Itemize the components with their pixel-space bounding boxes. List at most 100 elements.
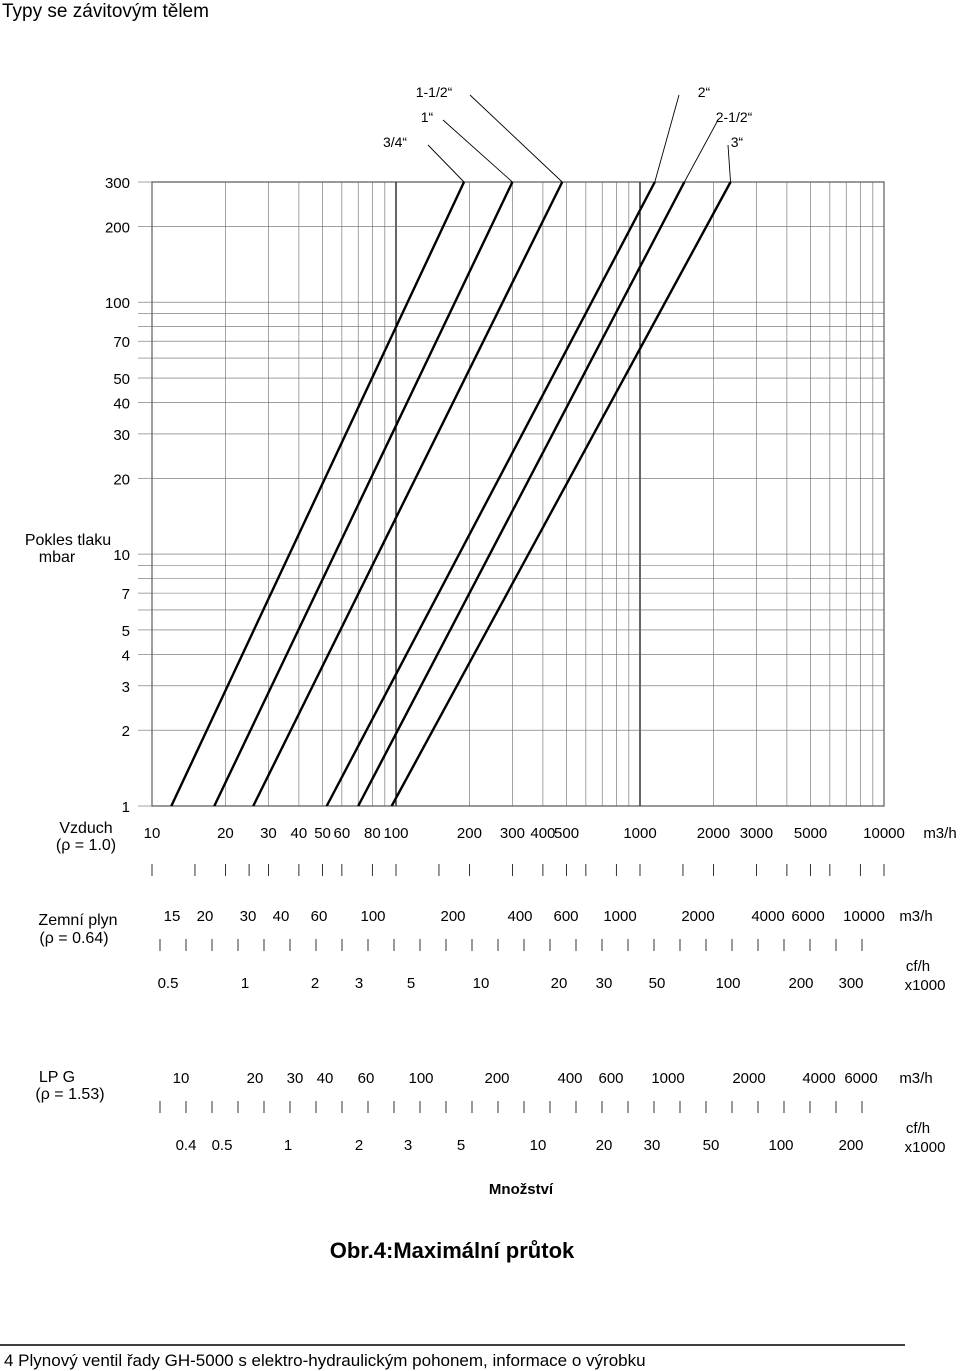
cfh-tick-label: 200 [838, 1137, 863, 1154]
y-axis-label-line-1: Pokles tlaku [25, 532, 111, 549]
x-tick-label: 5000 [794, 825, 827, 842]
y-tick-label: 7 [122, 586, 130, 603]
y-tick-label: 4 [122, 647, 130, 664]
lpg-scale: 10 20 30 40 60 100 200 400 600 1000 2000 4000 6000 m3… [159, 1070, 946, 1156]
x-tick-label: 1000 [623, 825, 656, 842]
cfh-unit-line-2: x1000 [905, 1139, 946, 1156]
m3h-tick-label: 2000 [681, 908, 714, 925]
cfh-tick-label: 50 [649, 975, 666, 992]
m3h-tick-label: 4000 [802, 1070, 835, 1087]
series-line-2 [213, 181, 514, 807]
natural-gas-scale: 15 20 30 40 60 100 200 400 600 1000 2000 4000 6000 10… [158, 908, 946, 994]
y-tick-label: 50 [113, 371, 130, 388]
m3h-tick-label: 1000 [651, 1070, 684, 1087]
series-label-leaders: 3/4“ 1“ 1-1/2“ 2“ 2-1/2“ 3“ [383, 84, 753, 183]
m3h-tick-label: 60 [358, 1070, 375, 1087]
cfh-unit-line-1: cf/h [906, 1120, 930, 1137]
y-tick-labels: 300 200 100 70 50 40 30 20 10 7 5 4 3 2 1 [105, 175, 130, 816]
m3h-tick-label: 40 [273, 908, 290, 925]
cfh-tick-label: 1 [284, 1137, 292, 1154]
y-tick-label: 30 [113, 427, 130, 444]
series-label-1: 3/4“ [383, 134, 407, 150]
series-label-4: 2“ [698, 84, 711, 100]
m3h-tick-label: 10 [173, 1070, 190, 1087]
m3h-unit: m3/h [899, 1070, 932, 1087]
y-tick-label: 300 [105, 175, 130, 192]
gas-lpg-name: LP G [39, 1069, 75, 1086]
y-axis-label-line-2: mbar [39, 549, 76, 566]
m3h-tick-label: 1000 [603, 908, 636, 925]
y-tick-label: 2 [122, 723, 130, 740]
m3h-tick-label: 200 [484, 1070, 509, 1087]
x-tick-label: 500 [554, 825, 579, 842]
m3h-tick-label: 200 [440, 908, 465, 925]
cfh-tick-label: 3 [355, 975, 363, 992]
series-label-2: 1“ [421, 109, 434, 125]
cfh-tick-label: 30 [596, 975, 613, 992]
series-label-6: 3“ [731, 134, 744, 150]
cfh-tick-label: 100 [768, 1137, 793, 1154]
gas-natural-density: (ρ = 0.64) [39, 930, 108, 947]
m3h-tick-label: 20 [247, 1070, 264, 1087]
y-tick-label: 70 [113, 334, 130, 351]
cfh-tick-label: 10 [530, 1137, 547, 1154]
gas-natural-name: Zemní plyn [38, 912, 117, 929]
cfh-tick-label: 20 [596, 1137, 613, 1154]
x-tick-label: 100 [383, 825, 408, 842]
x-tick-label: 10 [144, 825, 161, 842]
m3h-tick-label: 600 [598, 1070, 623, 1087]
series-leader-1 [427, 144, 465, 183]
cfh-tick-label: 300 [838, 975, 863, 992]
m3h-tick-label: 400 [557, 1070, 582, 1087]
x-tick-label: 2000 [697, 825, 730, 842]
m3h-unit: m3/h [899, 908, 932, 925]
gas-lpg-density: (ρ = 1.53) [35, 1086, 104, 1103]
cfh-tick-label: 100 [715, 975, 740, 992]
x-tick-label: 3000 [740, 825, 773, 842]
y-tick-label: 1 [122, 799, 130, 816]
series-line-5 [357, 181, 686, 807]
page-footer: 4 Plynový ventil řady GH-5000 s elektro-… [4, 1351, 646, 1370]
x-tick-label: 50 [314, 825, 331, 842]
series-lines [170, 181, 732, 807]
m3h-tick-label: 6000 [844, 1070, 877, 1087]
cfh-unit-line-2: x1000 [905, 977, 946, 994]
x-tick-label: 10000 [863, 825, 905, 842]
m3h-tick-label: 100 [408, 1070, 433, 1087]
series-leader-4 [654, 94, 680, 183]
x-tick-label: 400 [530, 825, 555, 842]
cfh-tick-label: 1 [241, 975, 249, 992]
cfh-tick-label: 50 [703, 1137, 720, 1154]
cfh-tick-label: 2 [311, 975, 319, 992]
figure-caption: Obr.4:Maximální průtok [330, 1238, 575, 1263]
m3h-tick-label: 20 [197, 908, 214, 925]
m3h-tick-label: 600 [553, 908, 578, 925]
cfh-tick-label: 0.5 [212, 1137, 233, 1154]
quantity-label: Množství [489, 1181, 554, 1198]
x-tick-label: 200 [457, 825, 482, 842]
y-tick-label: 20 [113, 471, 130, 488]
cfh-tick-label: 5 [407, 975, 415, 992]
cfh-tick-label: 0.5 [158, 975, 179, 992]
m3h-tick-label: 30 [287, 1070, 304, 1087]
cfh-tick-label: 200 [788, 975, 813, 992]
series-leader-6 [727, 144, 731, 183]
gas-air-name: Vzduch [59, 820, 112, 837]
y-tick-label: 40 [113, 395, 130, 412]
m3h-tick-label: 6000 [791, 908, 824, 925]
cfh-tick-label: 20 [551, 975, 568, 992]
gas-air-density: (ρ = 1.0) [56, 837, 116, 854]
series-leader-2 [442, 119, 513, 183]
cfh-tick-label: 5 [457, 1137, 465, 1154]
m3h-tick-label: 400 [507, 908, 532, 925]
series-leader-3 [469, 94, 563, 183]
series-line-3 [252, 181, 564, 807]
y-tick-label: 100 [105, 295, 130, 312]
m3h-tick-label: 100 [360, 908, 385, 925]
m3h-tick-label: 30 [240, 908, 257, 925]
m3h-tick-label: 10000 [843, 908, 885, 925]
cfh-tick-label: 3 [404, 1137, 412, 1154]
series-label-5: 2-1/2“ [716, 109, 753, 125]
